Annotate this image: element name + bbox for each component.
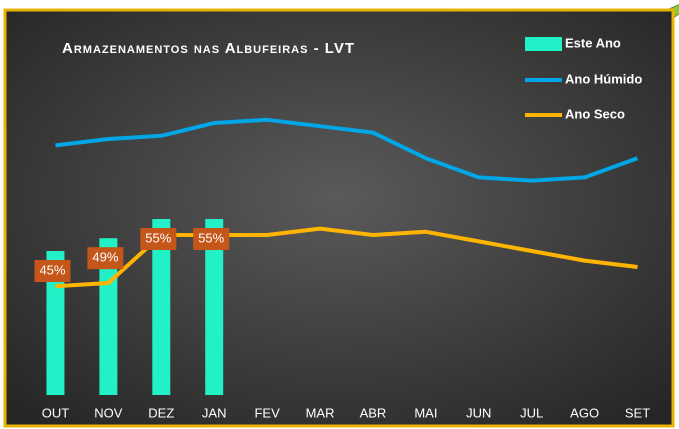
data-label: 49% (92, 250, 118, 265)
x-tick-label: NOV (94, 405, 123, 420)
data-label: 55% (198, 230, 224, 245)
data-label: 45% (39, 262, 65, 277)
data-label-box (34, 260, 71, 282)
x-tick-label: MAR (306, 405, 335, 420)
data-label-box (140, 228, 177, 250)
legend-label: Ano Seco (565, 106, 625, 121)
x-tick-label: ABR (360, 405, 387, 420)
legend-label: Este Ano (565, 35, 621, 50)
x-tick-label: SET (625, 405, 650, 420)
x-tick-label: OUT (42, 405, 70, 420)
data-label-box (87, 247, 124, 270)
x-tick-label: JUL (520, 405, 543, 420)
x-tick-label: JAN (202, 405, 227, 420)
data-label: 55% (145, 230, 171, 245)
bar (152, 219, 171, 395)
legend-swatch (525, 37, 562, 51)
x-tick-label: JUN (466, 405, 491, 420)
legend-label: Ano Húmido (565, 71, 642, 86)
x-tick-label: FEV (254, 405, 280, 420)
x-tick-label: MAI (414, 405, 437, 420)
line (55, 117, 639, 183)
bar (205, 219, 224, 395)
data-label-box (193, 228, 230, 250)
chart-title: Armazenamentos nas Albufeiras - LVT (62, 40, 355, 57)
x-tick-label: AGO (570, 405, 599, 420)
x-tick-label: DEZ (148, 405, 174, 420)
